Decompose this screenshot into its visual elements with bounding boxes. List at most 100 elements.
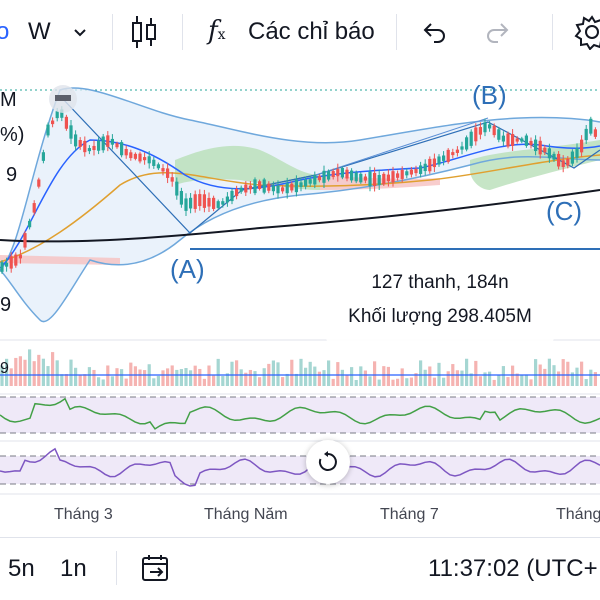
chart-area[interactable]: M %) 9 9 9 (A) (B) (C) 127 thanh, 184n K… [0,64,600,537]
candle-body [529,140,533,146]
volume-bar [419,360,423,386]
volume-bar [244,372,248,386]
volume-bar [368,376,372,386]
candle-body [267,183,271,191]
volume-bar [460,370,464,386]
volume-bar [327,360,331,386]
candle-body [419,165,423,174]
volume-bar [534,359,538,386]
toolbar-divider [182,14,183,50]
candle-body [359,173,363,183]
volume-bar [110,376,114,386]
volume-bar [515,373,519,386]
volume-bar [64,374,68,386]
candle-body [124,148,128,156]
range-5d-button[interactable]: 5n [8,555,35,582]
candle-body [83,140,87,153]
candlestick-chart-icon[interactable] [130,14,158,50]
clock-timezone-label[interactable]: 11:37:02 (UTC+ [428,555,598,582]
candle-body [184,198,188,211]
wave-label-c: (C) [546,196,583,226]
volume-bar [386,366,390,386]
candle-body [198,194,202,207]
volume-bar [414,373,418,386]
candle-body [354,172,358,182]
candle-body [51,120,55,125]
candle-body [331,171,335,178]
candle-body [64,116,68,129]
candle-body [0,262,4,272]
go-to-date-icon[interactable] [140,553,172,583]
candle-body [506,133,510,147]
volume-bar [524,374,528,386]
volume-bar [0,365,4,386]
volume-bar [442,377,446,386]
candle-body [152,159,156,166]
candle-body [175,181,179,196]
candle-body [382,173,386,185]
volume-bar [281,377,285,386]
volume-bar [101,379,105,386]
candle-body [423,163,427,172]
volume-bar [129,362,133,386]
candle-body [276,185,280,194]
x-axis-label: Tháng [556,506,600,523]
wave-label-a: (A) [170,254,205,284]
volume-bar [345,374,349,386]
candle-body [156,164,160,169]
candle-body [584,128,588,141]
undo-icon[interactable] [420,20,448,44]
volume-bar [423,369,427,386]
volume-bar [14,357,18,386]
candle-body [92,145,96,151]
candle-body [285,183,289,194]
volume-bar [340,369,344,386]
candle-body [290,183,294,191]
candle-body [69,125,73,139]
volume-bar [271,360,275,386]
volume-bar [570,372,574,386]
candle-body [244,184,248,193]
volume-bar [133,366,137,386]
candle-body [202,194,206,208]
volume-bar [32,361,36,386]
candle-body [409,169,413,175]
volume-bar [253,371,257,386]
toolbar-divider [552,14,553,50]
chart-canvas[interactable] [0,64,600,537]
symbol-partial[interactable]: o [0,18,10,45]
volume-bar [87,367,91,386]
candle-body [101,136,105,151]
indicators-button[interactable]: fx Các chỉ báo [202,10,382,54]
reset-chart-button[interactable] [306,440,350,484]
candle-body [469,131,473,146]
toolbar-divider [396,14,397,50]
volume-bar [166,368,170,386]
top-border [0,537,600,538]
volume-bar [575,367,579,386]
chevron-down-icon[interactable] [72,24,88,40]
redo-icon[interactable] [484,20,512,44]
volume-bar [5,358,9,386]
settings-gear-icon[interactable] [574,14,600,50]
candle-body [350,170,354,181]
interval-button[interactable]: W [28,18,51,45]
volume-bar [409,377,413,386]
candle-body [294,179,298,193]
volume-bar [593,372,597,386]
candle-body [60,109,64,118]
x-axis-label: Tháng Năm [204,506,288,523]
candle-body [253,179,257,194]
candle-body [299,182,303,187]
volume-bar [492,379,496,386]
candle-body [570,151,574,164]
candle-body [308,179,312,184]
volume-bar [46,366,50,386]
candle-body [106,135,110,147]
range-1m-button[interactable]: 1n [60,555,87,582]
candle-body [317,176,321,181]
candle-body [428,158,432,172]
volume-bar [373,361,377,386]
volume-bar [216,358,220,386]
candle-body [465,137,469,150]
